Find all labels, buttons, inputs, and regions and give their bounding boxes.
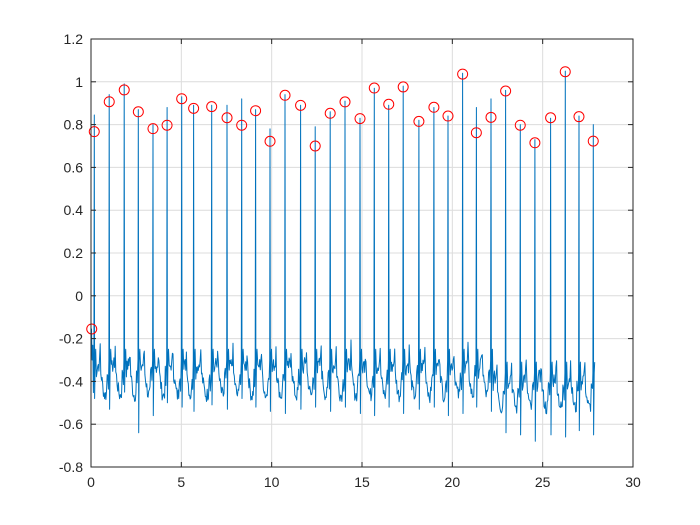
peak-marker: [397, 81, 409, 93]
signal-trace: [90, 70, 596, 442]
x-tick-label: 10: [264, 474, 280, 490]
peak-marker: [309, 140, 321, 152]
peak-marker: [559, 66, 571, 78]
x-tick-label: 25: [535, 474, 551, 490]
peak-marker: [514, 119, 526, 131]
peak-marker: [206, 101, 218, 113]
y-tick-label: 0: [75, 288, 83, 304]
y-tick-label: 0.8: [64, 117, 84, 133]
peak-marker: [279, 89, 291, 101]
peak-marker: [324, 107, 336, 119]
peak-marker: [413, 115, 425, 127]
peak-marker: [485, 111, 497, 123]
peak-marker: [500, 85, 512, 97]
y-tick-label: 0.4: [64, 202, 84, 218]
peak-marker: [368, 82, 380, 94]
peak-marker: [339, 96, 351, 108]
peak-marker: [264, 135, 276, 147]
peak-marker: [221, 112, 233, 124]
y-tick-label: -0.8: [59, 459, 83, 475]
peak-markers: [86, 66, 599, 335]
peak-marker: [103, 96, 115, 108]
x-tick-label: 30: [625, 474, 641, 490]
y-tick-label: -0.4: [59, 373, 83, 389]
y-tick-label: 0.2: [64, 245, 84, 261]
x-tick-label: 0: [87, 474, 95, 490]
peak-marker: [147, 123, 159, 135]
signal-line: [90, 70, 596, 442]
peak-marker: [354, 113, 366, 125]
peak-marker: [188, 102, 200, 114]
peak-marker: [132, 106, 144, 118]
peak-marker: [176, 93, 188, 105]
peak-marker: [118, 84, 130, 96]
y-tick-label: 0.6: [64, 159, 84, 175]
peak-marker: [250, 105, 262, 117]
y-tick-label: 1: [75, 74, 83, 90]
peak-marker: [88, 126, 100, 138]
peak-marker: [236, 119, 248, 131]
y-axis-ticks: -0.8 -0.6 -0.4 -0.2 0 0.2 0.4 0.6 0.8 1 1.2: [59, 31, 633, 475]
x-tick-label: 15: [354, 474, 370, 490]
peak-marker: [295, 99, 307, 111]
peak-marker: [86, 323, 98, 335]
y-tick-label: -0.2: [59, 331, 83, 347]
y-tick-label: -0.6: [59, 416, 83, 432]
peak-marker: [442, 110, 454, 122]
peak-marker: [470, 127, 482, 139]
peak-marker: [457, 68, 469, 80]
x-tick-label: 5: [177, 474, 185, 490]
peak-marker: [573, 111, 585, 123]
x-tick-label: 20: [445, 474, 461, 490]
peak-marker: [529, 137, 541, 149]
y-tick-label: 1.2: [64, 31, 84, 47]
x-axis-ticks: 0 5 10 15 20 25 30: [87, 39, 641, 490]
peak-marker: [161, 119, 173, 131]
peak-marker: [587, 135, 599, 147]
peak-marker: [428, 101, 440, 113]
peak-marker: [383, 98, 395, 110]
peak-marker: [545, 112, 557, 124]
